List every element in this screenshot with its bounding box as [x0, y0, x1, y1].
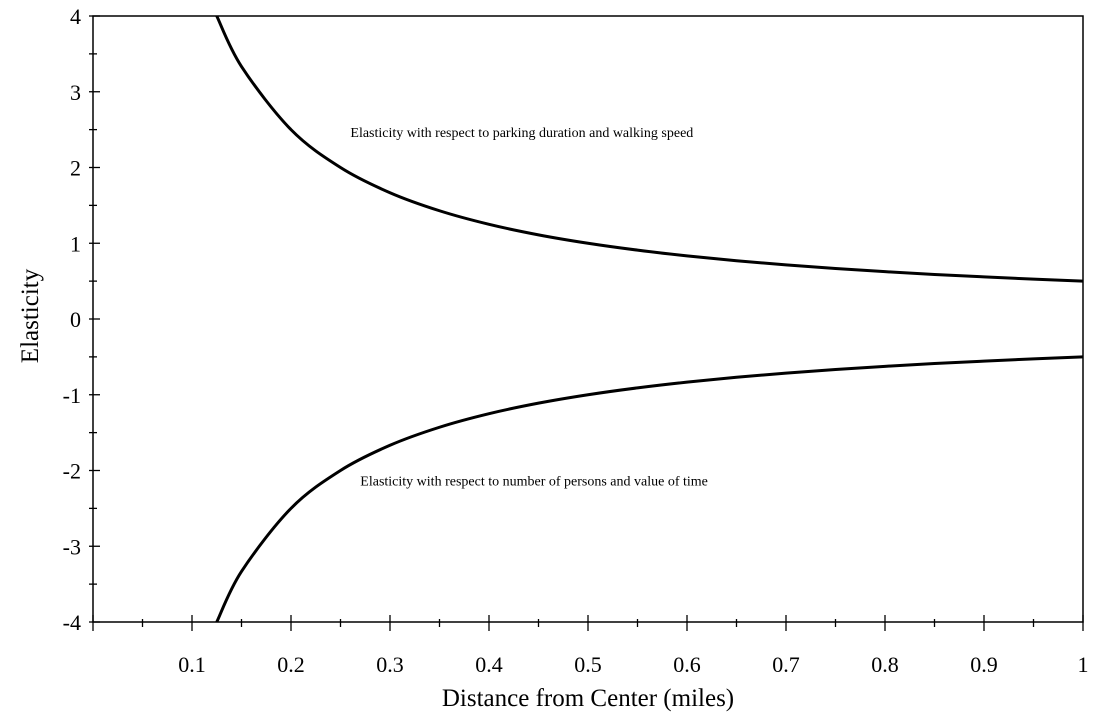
- y-axis-title: Elasticity: [17, 268, 44, 363]
- annotation-label: Elasticity with respect to parking durat…: [350, 126, 693, 141]
- series-lines: [215, 15, 1084, 623]
- x-tick-label: 0.5: [574, 652, 602, 677]
- tick-labels: -4 -3 -2 -1 0 1 2 3 4 0.1 0.2 0.3 0.4 0.5 0.6 0.7 0.8 0.9…: [63, 4, 1089, 677]
- axis-ticks: [89, 15, 1084, 631]
- x-tick-label: 0.9: [970, 652, 998, 677]
- y-tick-label: -1: [63, 383, 81, 408]
- series-line: [215, 15, 1084, 283]
- x-tick-label: 1: [1078, 652, 1089, 677]
- x-tick-label: 0.2: [277, 652, 305, 677]
- y-tick-label: 3: [70, 80, 81, 105]
- x-axis-title: Distance from Center (miles): [442, 685, 734, 712]
- annotation-label: Elasticity with respect to number of per…: [360, 475, 708, 490]
- y-tick-label: -3: [63, 534, 81, 559]
- x-tick-label: 0.4: [475, 652, 503, 677]
- x-tick-label: 0.8: [871, 652, 899, 677]
- plot-frame: [92, 15, 1084, 623]
- series-line: [215, 355, 1084, 623]
- y-tick-label: 2: [70, 156, 81, 181]
- x-tick-label: 0.3: [376, 652, 404, 677]
- x-tick-label: 0.1: [178, 652, 206, 677]
- x-tick-label: 0.7: [772, 652, 800, 677]
- x-tick-label: 0.6: [673, 652, 701, 677]
- y-tick-label: 1: [70, 231, 81, 256]
- y-tick-label: -4: [63, 610, 81, 635]
- y-tick-label: -2: [63, 459, 81, 484]
- y-tick-label: 4: [70, 4, 81, 29]
- annotations: Elasticity with respect to parking durat…: [350, 126, 707, 489]
- y-tick-label: 0: [70, 307, 81, 332]
